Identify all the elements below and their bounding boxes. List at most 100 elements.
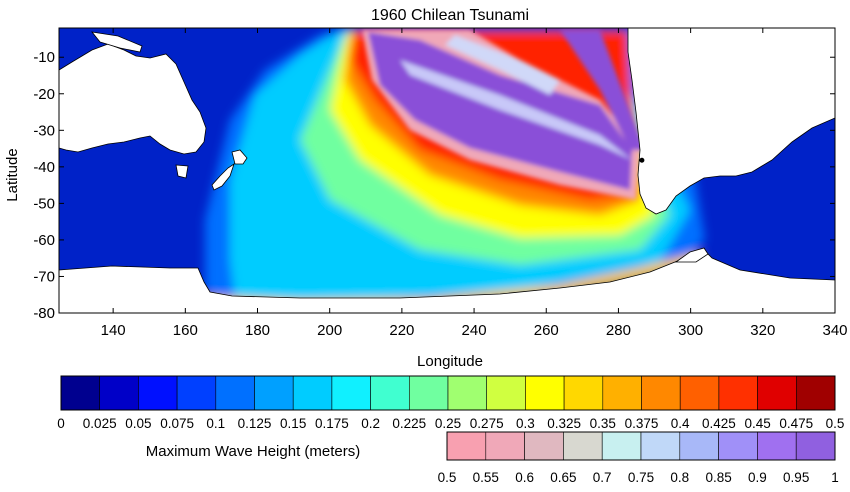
- colorbar-swatch: [679, 431, 719, 461]
- y-axis: -10 -20 -30 -40 -50 -60 -70 -80: [33, 49, 835, 322]
- wave-zone-purple: [368, 32, 632, 190]
- y-tick-label: -10: [33, 49, 55, 66]
- colorbar-tick-label: 1: [831, 470, 839, 485]
- x-tick-label: 160: [173, 322, 198, 339]
- land-new-zealand-south: [211, 163, 235, 191]
- land-new-guinea: [91, 31, 143, 53]
- colorbar-tick-label: 0: [57, 416, 65, 431]
- y-tick-label: -80: [33, 305, 55, 322]
- colorbar-tick-label: 0.85: [705, 470, 731, 485]
- colorbar-swatch: [757, 375, 797, 411]
- colorbar-frame: [60, 375, 836, 411]
- colorbar-swatch: [563, 431, 603, 461]
- colorbar-tick-label: 0.475: [779, 416, 813, 431]
- colorbar-swatch: [486, 375, 526, 411]
- land-australia: [59, 43, 207, 155]
- colorbar-swatch: [640, 431, 681, 461]
- y-axis-label: Latitude: [4, 148, 21, 201]
- colorbar-swatch: [757, 431, 797, 461]
- colorbar-tick-label: 0.325: [547, 416, 581, 431]
- colorbar-swatch: [602, 375, 642, 411]
- colorbar-tick-label: 0.175: [315, 416, 349, 431]
- colorbar-tick-label: 0.55: [473, 470, 499, 485]
- chart-title: 1960 Chilean Tsunami: [371, 7, 529, 24]
- colorbar-tick-label: 0.15: [280, 416, 306, 431]
- colorbar-high: 0.5 0.55 0.6 0.65 0.7 0.75 0.8 0.85 0.9 0.95 1: [438, 431, 839, 485]
- x-tick-label: 260: [534, 322, 559, 339]
- colorbar-tick-label: 0.05: [125, 416, 151, 431]
- colorbar-swatch: [524, 431, 564, 461]
- land-antarctica: [59, 249, 835, 313]
- colorbar-tick-label: 0.45: [744, 416, 770, 431]
- colorbar-tick-label: 0.075: [160, 416, 194, 431]
- colorbar-tick-label: 0.125: [238, 416, 272, 431]
- epicenter-marker: [639, 157, 645, 163]
- land-tasmania: [175, 164, 189, 179]
- colorbar-label: Maximum Wave Height (meters): [146, 443, 360, 460]
- colorbar-swatch: [254, 375, 294, 411]
- colorbar-swatch: [525, 375, 565, 411]
- colorbar-tick-label: 0.5: [826, 416, 845, 431]
- colorbar-swatch: [215, 375, 255, 411]
- colorbar-tick-label: 0.9: [748, 470, 767, 485]
- colorbar-swatch: [447, 375, 488, 411]
- colorbar-main: 0 0.025 0.05 0.075 0.1 0.125 0.15 0.175 0.2 0.225…: [57, 375, 845, 431]
- colorbar-swatch: [446, 431, 487, 461]
- x-tick-label: 220: [389, 322, 414, 339]
- colorbar-swatch: [795, 375, 836, 411]
- colorbar-swatch: [138, 375, 178, 411]
- y-tick-label: -20: [33, 86, 55, 103]
- y-tick-label: -40: [33, 159, 55, 176]
- colorbar-tick-label: 0.75: [628, 470, 654, 485]
- colorbar-swatch: [718, 375, 758, 411]
- colorbar-swatch: [60, 375, 101, 411]
- colorbar-tick-label: 0.65: [550, 470, 576, 485]
- colorbar-swatch: [331, 375, 371, 411]
- colorbar-tick-label: 0.5: [438, 470, 457, 485]
- land-antarctic-peninsula: [674, 247, 709, 263]
- colorbar-tick-label: 0.1: [206, 416, 225, 431]
- land-south-america: [627, 28, 835, 215]
- colorbar-tick-label: 0.6: [515, 470, 534, 485]
- colorbar-tick-label: 0.35: [590, 416, 616, 431]
- x-tick-label: 300: [678, 322, 703, 339]
- colorbar-swatch: [679, 375, 720, 411]
- colorbar-swatch: [99, 375, 139, 411]
- colorbar-tick-label: 0.3: [516, 416, 535, 431]
- colorbar-tick-label: 0.25: [435, 416, 461, 431]
- colorbar-tick-label: 0.95: [783, 470, 809, 485]
- colorbar-tick-label: 0.225: [392, 416, 426, 431]
- colorbar-tick-label: 0.7: [593, 470, 612, 485]
- colorbar-tick-label: 0.375: [625, 416, 659, 431]
- colorbar-frame: [446, 431, 836, 461]
- x-tick-label: 200: [317, 322, 342, 339]
- colorbar-tick-label: 0.425: [702, 416, 736, 431]
- colorbar-swatch: [370, 375, 410, 411]
- wave-zone-light-streak: [445, 35, 560, 95]
- colorbar-swatch: [408, 375, 449, 411]
- colorbar-swatch: [718, 431, 758, 461]
- wave-height-map: [59, 28, 835, 313]
- plot-frame: [58, 27, 836, 314]
- y-tick-label: -70: [33, 268, 55, 285]
- colorbar-swatch: [176, 375, 217, 411]
- colorbar-swatch: [485, 431, 525, 461]
- x-tick-label: 240: [462, 322, 487, 339]
- colorbar-tick-label: 0.2: [361, 416, 380, 431]
- x-tick-label: 280: [606, 322, 631, 339]
- x-axis-label: Longitude: [417, 353, 483, 370]
- colorbar-tick-label: 0.275: [470, 416, 504, 431]
- x-axis: 140 160 180 200 220 240 260 280 300 320 340: [101, 28, 848, 339]
- colorbar-swatch: [795, 431, 836, 461]
- colorbar-swatch: [641, 375, 681, 411]
- x-tick-label: 140: [101, 322, 126, 339]
- wave-zone-purple-north: [560, 30, 645, 150]
- wave-zone-lavender-streak: [400, 60, 632, 160]
- colorbar-tick-label: 0.025: [83, 416, 117, 431]
- x-tick-label: 340: [822, 322, 847, 339]
- colorbar-swatch: [601, 431, 642, 461]
- colorbar-swatch: [563, 375, 604, 411]
- y-tick-label: -50: [33, 195, 55, 212]
